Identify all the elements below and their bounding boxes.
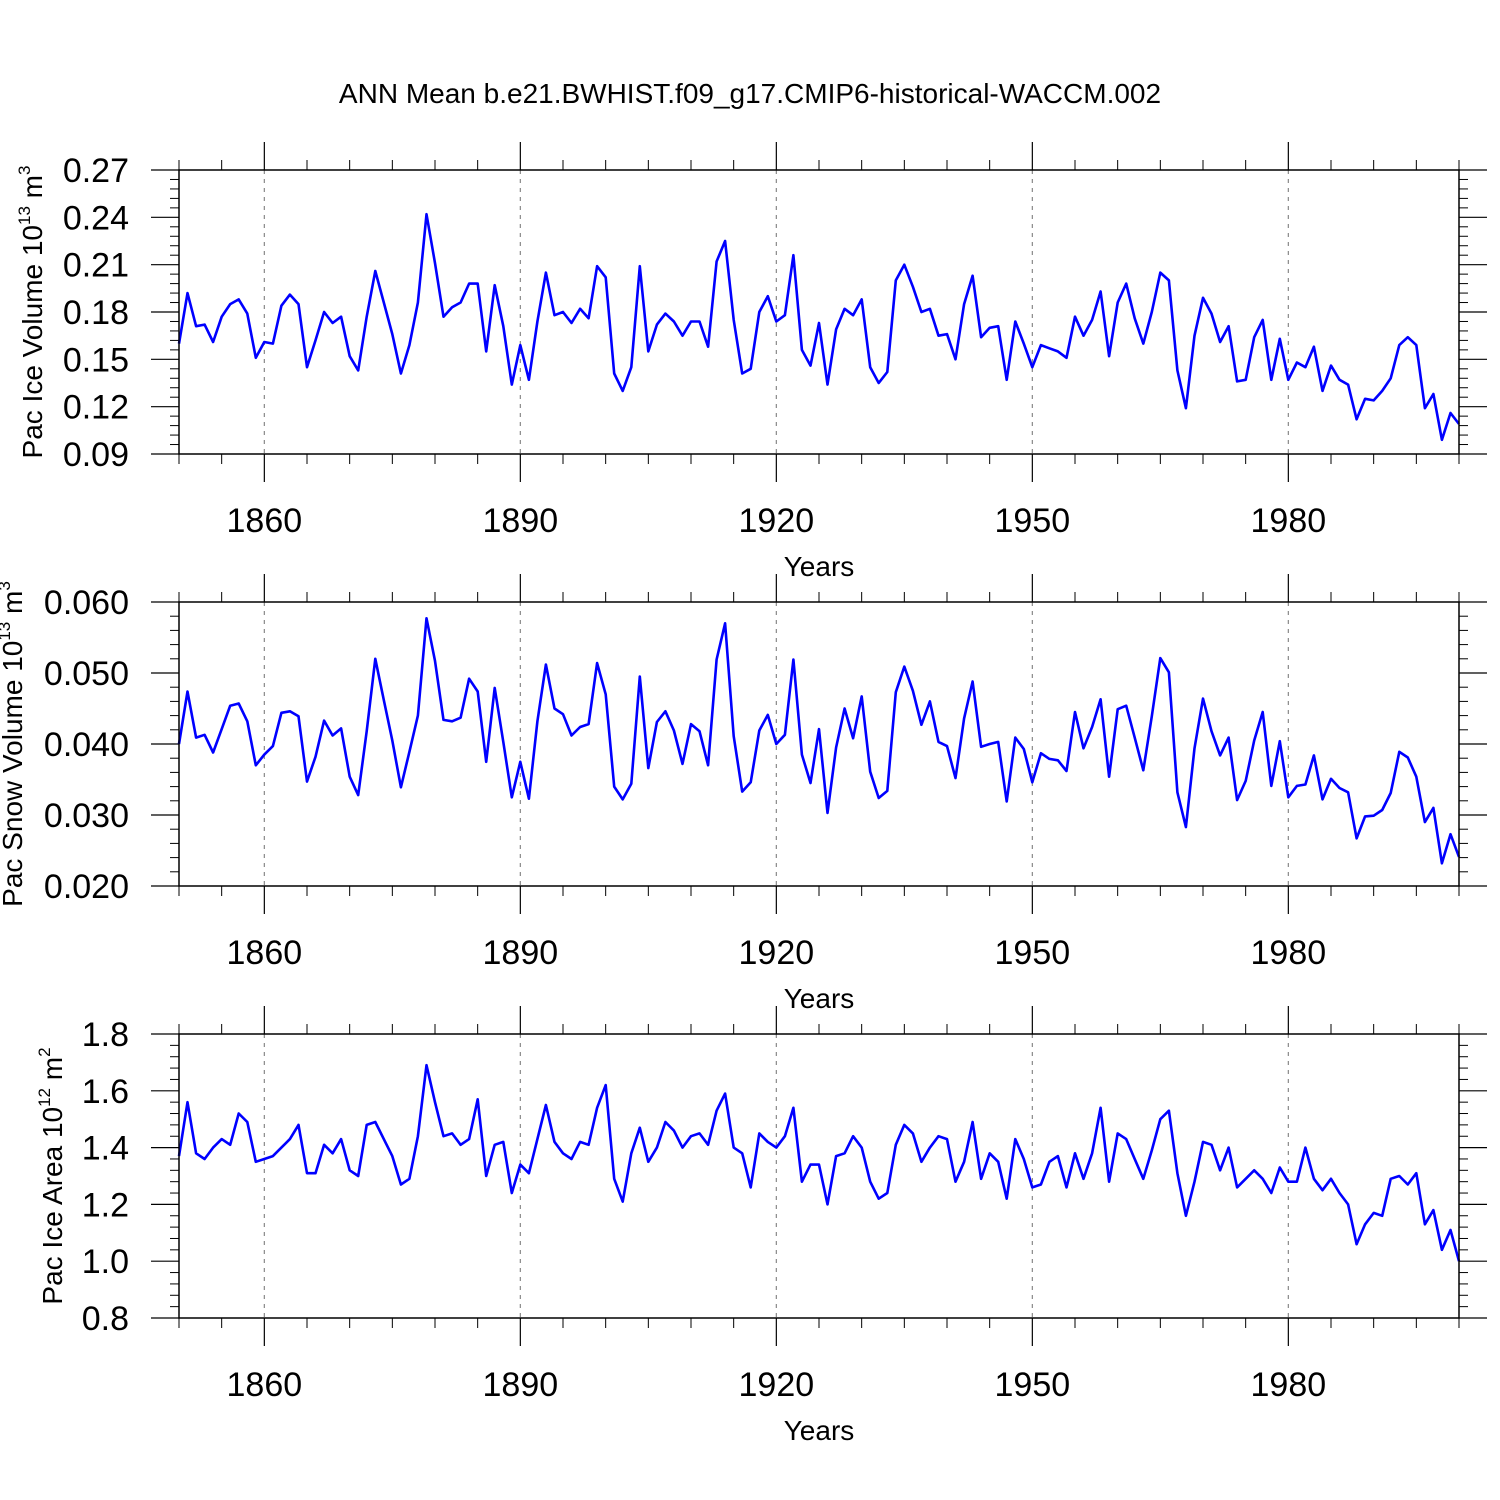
x-tick-label: 1860	[227, 1366, 303, 1404]
y-tick-label: 1.2	[82, 1186, 129, 1224]
y-tick-label: 1.4	[82, 1130, 129, 1168]
y-tick-label: 0.050	[44, 655, 129, 693]
y-axis-label-exponent: 13	[0, 622, 14, 641]
x-tick-label: 1920	[739, 934, 815, 972]
series-line	[177, 212, 1461, 442]
y-axis-label-main: Pac Ice Volume 10	[17, 225, 48, 458]
y-tick-label: 0.18	[63, 294, 129, 332]
y-tick-label: 0.020	[44, 868, 129, 906]
y-tick-label: 0.15	[63, 341, 129, 379]
y-tick-label: 0.12	[63, 389, 129, 427]
y-tick-label: 0.060	[44, 584, 129, 622]
y-axis-label-unit-exponent: 3	[15, 166, 34, 175]
y-axis-label: Pac Snow Volume 1013 m3	[0, 581, 28, 907]
panel-ice-area: 0.8 1.0 1.2 1.4 1.6 1.8 1860 1890 1920 1950 1980 Ye…	[35, 1006, 1487, 1446]
x-tick-label: 1860	[227, 934, 303, 972]
x-axis-label: Years	[784, 983, 855, 1014]
x-tick-label: 1890	[483, 934, 559, 972]
y-axis-label: Pac Ice Volume 1013 m3	[15, 166, 48, 459]
y-tick-label: 0.24	[63, 199, 129, 237]
y-axis-label-unit-exponent: 2	[35, 1047, 54, 1056]
x-tick-label: 1920	[739, 1366, 815, 1404]
y-tick-label: 1.6	[82, 1073, 129, 1111]
y-axis-label-exponent: 13	[15, 206, 34, 225]
y-axis-label-main: Pac Ice Area 10	[37, 1107, 68, 1305]
plot-frame	[178, 169, 1460, 455]
plot-frame	[178, 601, 1460, 887]
y-axis-label: Pac Ice Area 1012 m2	[35, 1047, 68, 1304]
plot-frame	[178, 1033, 1460, 1319]
y-tick-label: 0.030	[44, 797, 129, 835]
y-axis-label-exponent: 12	[35, 1088, 54, 1107]
x-tick-label: 1920	[739, 502, 815, 540]
y-axis-label-unit: m	[17, 175, 48, 206]
panel-ice-volume: 0.09 0.12 0.15 0.18 0.21 0.24 0.27 1860 1890 1920…	[15, 142, 1487, 582]
y-axis-label-main: Pac Snow Volume 10	[0, 641, 28, 907]
y-tick-label: 0.09	[63, 436, 129, 474]
x-tick-label: 1980	[1251, 1366, 1327, 1404]
y-tick-label: 0.27	[63, 152, 129, 190]
x-axis-label: Years	[784, 1415, 855, 1446]
x-tick-label: 1890	[483, 1366, 559, 1404]
y-axis-label-unit: m	[37, 1057, 68, 1088]
x-tick-label: 1980	[1251, 934, 1327, 972]
x-tick-label: 1980	[1251, 502, 1327, 540]
series-line	[177, 1063, 1461, 1262]
x-tick-label: 1950	[995, 934, 1071, 972]
x-tick-label: 1950	[995, 1366, 1071, 1404]
x-axis-label: Years	[784, 551, 855, 582]
chart-title: ANN Mean b.e21.BWHIST.f09_g17.CMIP6-hist…	[338, 78, 1162, 109]
y-tick-label: 1.0	[82, 1243, 129, 1281]
y-tick-label: 0.21	[63, 247, 129, 285]
y-axis-label-unit: m	[0, 591, 28, 622]
y-axis-label-unit-exponent: 3	[0, 581, 14, 590]
panel-snow-volume: 0.020 0.030 0.040 0.050 0.060 1860 1890 1920 195…	[0, 574, 1487, 1014]
x-tick-label: 1860	[227, 502, 303, 540]
series-line	[177, 616, 1461, 865]
y-tick-label: 0.040	[44, 726, 129, 764]
x-tick-label: 1890	[483, 502, 559, 540]
x-tick-label: 1950	[995, 502, 1071, 540]
y-tick-label: 0.8	[82, 1300, 129, 1338]
y-tick-label: 1.8	[82, 1016, 129, 1054]
